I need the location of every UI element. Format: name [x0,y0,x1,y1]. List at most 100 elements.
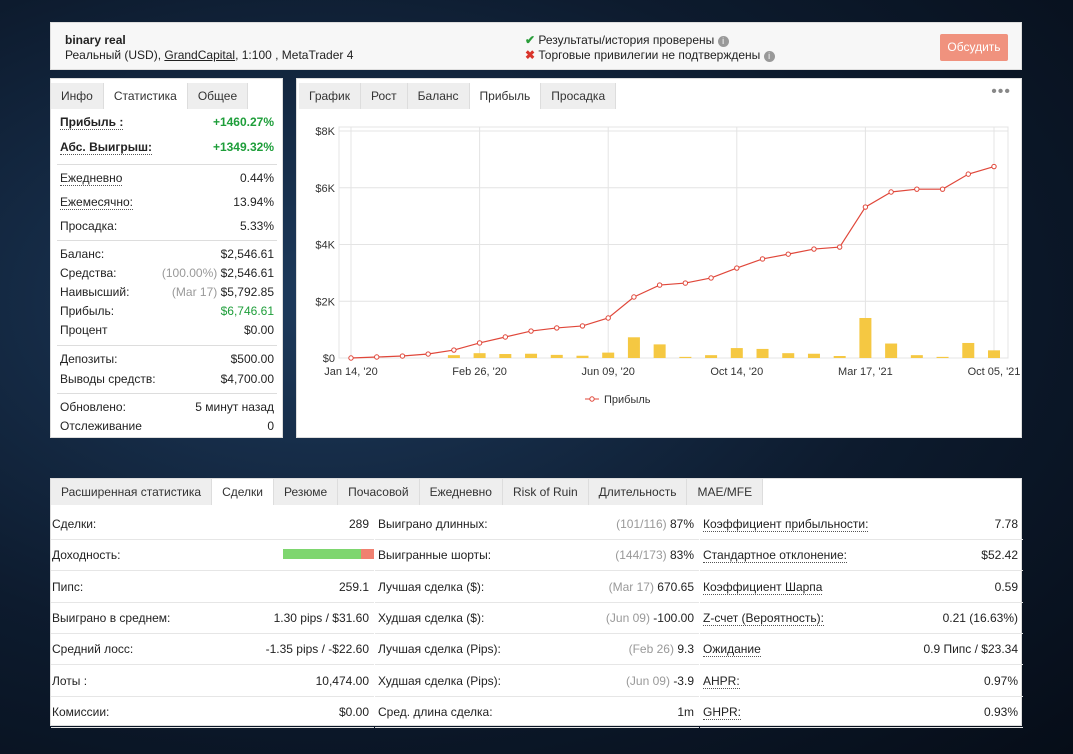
point [451,347,457,353]
tab[interactable]: График [299,83,361,109]
tab[interactable]: Risk of Ruin [502,479,589,505]
cell-label: Комиссии: [52,704,110,719]
separator [57,164,277,165]
tab-bar: Инфо Статистика Общее [51,83,282,109]
point [374,354,380,360]
cell-number: 0.93% [983,704,1018,719]
stat-number: $5,792.85 [220,285,274,299]
stat-value: $500.00 [231,352,274,366]
point [476,340,483,346]
cell-value: (101/116) 87% [616,517,694,531]
cell-number: 1m [677,704,694,719]
point [811,246,817,252]
bar [473,353,486,358]
point [914,186,920,192]
stat-note: (100.00%) [161,266,218,280]
tab[interactable]: Почасовой [338,479,420,505]
bar [525,353,538,358]
profit-bar [283,549,374,560]
tab[interactable]: Расширенная статистика [51,479,213,505]
row-line [375,570,699,572]
tab[interactable]: Рост [361,83,408,109]
bar [447,355,460,358]
stat-value: (Mar 17) $5,792.85 [172,285,274,299]
bar [550,354,563,358]
bar [627,337,640,358]
row-line [51,726,374,728]
cell-value: 0.21 (16.63%) [943,611,1018,625]
stat-note: (Mar 17) [171,285,218,299]
point [682,280,689,286]
tab[interactable]: Общее [187,83,249,109]
cell-label: Доходность: [52,548,121,563]
cell-label: Коэффициент прибыльности: [703,517,869,532]
subtitle: , 1:100 , MetaTrader 4 [235,48,354,62]
row-line [700,664,1023,666]
tab-bar: График Рост Баланс Прибыль Просадка [299,83,1023,109]
stat-value: +1460.27% [213,115,274,129]
bar [576,355,589,358]
tab[interactable]: Длительность [588,479,688,505]
row-line [375,601,699,603]
broker-link[interactable]: GrandCapital [164,48,236,62]
line [350,165,995,359]
point [888,189,894,195]
stat-label: Прибыль: [60,304,115,318]
plot-border [338,126,1009,359]
status-ok: ✔ Результаты/история проверены i [525,33,729,47]
status-fail: ✖ Торговые привилегии не подтверждены i [525,48,775,62]
point [785,251,791,257]
status-text: Результаты/история проверены [538,33,715,47]
menu-dots[interactable]: ••• [991,83,1011,100]
row-line [51,570,374,572]
row-line [700,632,1023,634]
bar [679,356,692,358]
row-line [700,726,1023,728]
tab[interactable]: Просадка [541,83,617,109]
tab[interactable]: Баланс [407,83,470,109]
row-line [51,601,374,603]
status-text: Торговые привилегии не подтверждены [538,48,761,62]
bar [988,350,1000,358]
tab[interactable]: Инфо [51,83,104,109]
cell-value: 10,474.00 [316,674,369,688]
discuss-button[interactable]: Обсудить [940,34,1008,61]
cell-value: (Feb 26) 9.3 [629,642,694,656]
tab[interactable]: Сделки [212,479,274,505]
stat-label: Депозиты: [60,352,118,366]
bar [705,355,718,358]
cell-label: Худшая сделка (Pips): [378,673,501,688]
tab[interactable]: MAE/MFE [687,479,764,505]
tab[interactable]: Ежедневно [419,479,503,505]
legend-marker [589,396,595,402]
stat-number: $500.00 [230,352,274,366]
stat-label: Наивысший: [60,285,130,299]
row-line [375,695,699,697]
stat-label: Баланс: [60,247,105,261]
stat-value: 0.44% [240,171,274,185]
stat-value: 13.94% [233,195,274,209]
point [502,334,509,340]
bar [499,354,512,358]
trades-panel: Расширенная статистика Сделки Резюме Почасо… [50,478,1023,728]
cell-value: 0.59 [995,580,1018,594]
cell-number: 83% [669,548,694,563]
cell-value: 0.93% [984,705,1018,719]
cell-number: $0.00 [338,704,369,719]
stat-value: 5.33% [240,219,274,233]
tab[interactable]: Прибыль [469,83,542,109]
cell-note: (101/116) [616,517,667,531]
cell-note: (Jun 09) [625,673,670,688]
stat-label: Отслеживание [60,419,142,433]
stat-number: +1349.32% [212,140,274,154]
cell-number: 10,474.00 [315,673,369,688]
cell-label: Коэффициент Шарпа [703,579,823,595]
point [965,171,971,177]
point [579,323,586,329]
stat-number: 13.94% [233,195,274,209]
stat-number: 0 [267,419,274,433]
tab[interactable]: Статистика [103,83,188,109]
cell-label: AHPR: [703,673,740,689]
tab[interactable]: Резюме [273,479,339,505]
